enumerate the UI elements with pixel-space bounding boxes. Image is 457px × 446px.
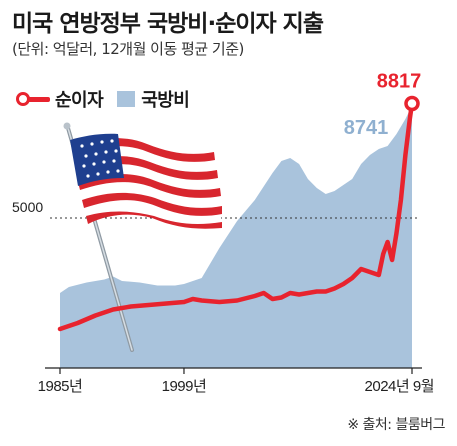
chart-subtitle: (단위: 억달러, 12개월 이동 평균 기준) <box>12 40 244 58</box>
us-flag-illustration <box>63 122 222 352</box>
series-line-interest <box>57 101 415 332</box>
legend-line-swatch <box>16 92 50 106</box>
legend-item-defense: 국방비 <box>117 86 190 112</box>
area-end-value-label: 8741 <box>344 117 389 139</box>
x-tick-label: 1985년 <box>38 378 83 395</box>
line-end-value-label: 8817 <box>377 70 422 92</box>
x-tick-label: 1999년 <box>162 378 207 395</box>
legend: 순이자 국방비 <box>16 86 203 112</box>
plot-area: 5000 8817 8741 1985년 1999년 2024년 9월 <box>12 68 435 395</box>
legend-area-swatch <box>117 91 136 107</box>
legend-label-defense: 국방비 <box>141 90 190 111</box>
legend-label-interest: 순이자 <box>55 90 104 111</box>
x-tick-label: 2024년 9월 <box>365 378 434 395</box>
reference-line-label: 5000 <box>12 199 43 215</box>
series-area-defense <box>60 105 412 369</box>
chart-title: 미국 연방정부 국방비·순이자 지출 <box>12 11 324 37</box>
legend-item-interest: 순이자 <box>16 86 104 112</box>
line-end-marker <box>404 95 420 112</box>
source-note: ※ 출처: 블룸버그 <box>347 417 445 433</box>
